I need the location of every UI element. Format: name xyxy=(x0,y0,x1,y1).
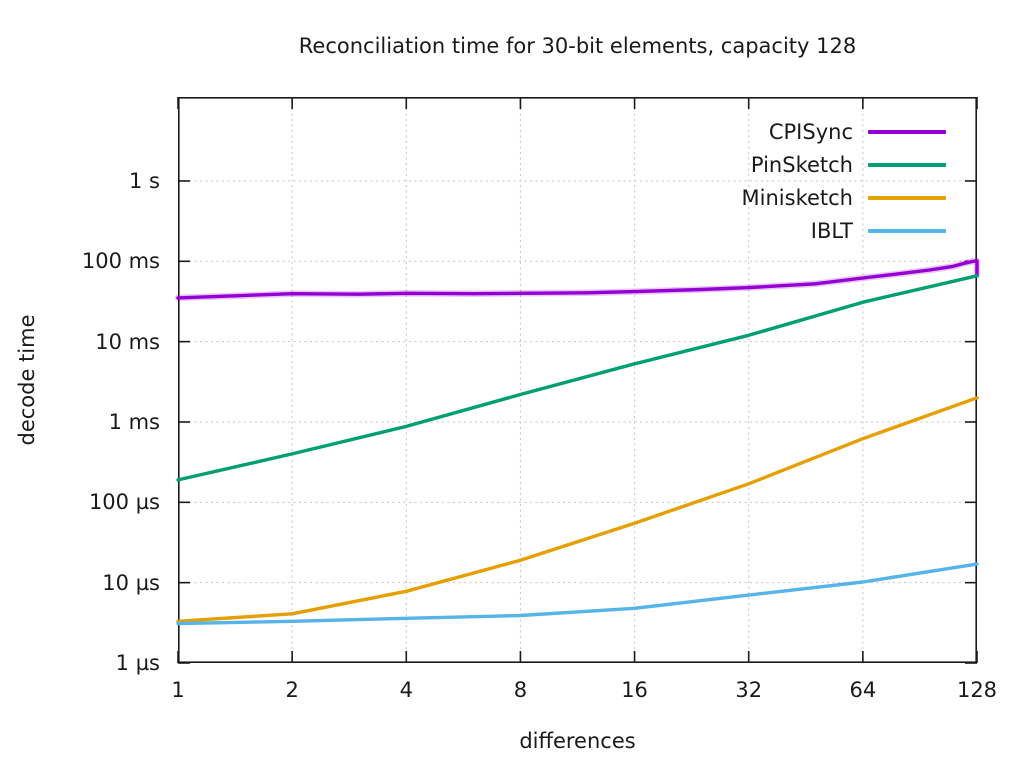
y-tick-label: 10 µs xyxy=(102,570,160,595)
legend-line-sample xyxy=(868,196,946,200)
y-tick-label: 10 ms xyxy=(95,329,160,354)
legend-label: Minisketch xyxy=(741,186,853,210)
x-tick-label: 16 xyxy=(621,678,648,702)
legend-label: PinSketch xyxy=(750,153,853,177)
x-tick-label: 128 xyxy=(956,678,998,702)
legend-label: CPISync xyxy=(768,120,853,144)
series-line-minisketch xyxy=(176,396,979,623)
y-tick-label: 1 µs xyxy=(115,651,160,675)
y-tick-label: 100 ms xyxy=(81,249,160,274)
legend-item-minisketch: Minisketch xyxy=(742,182,946,214)
legend-line-sample xyxy=(868,130,946,134)
legend-label: IBLT xyxy=(810,219,853,243)
plot-area xyxy=(174,97,981,664)
y-axis-title: decode time xyxy=(15,314,39,446)
x-tick-label: 2 xyxy=(285,678,299,702)
x-axis-title: differences xyxy=(519,729,636,753)
y-tick-label: 1 ms xyxy=(108,409,160,434)
x-tick-label: 64 xyxy=(849,678,877,702)
x-tick-label: 8 xyxy=(513,678,528,702)
legend-line-sample xyxy=(868,229,946,233)
x-tick-label: 4 xyxy=(399,678,413,702)
plot-border xyxy=(178,97,978,664)
series-line-iblt xyxy=(176,562,979,626)
legend-item-pinsketch: PinSketch xyxy=(751,149,946,181)
legend-item-cpisync: CPISync xyxy=(769,116,946,148)
y-tick-label: 1 s xyxy=(129,168,160,193)
series-line-pinsketch xyxy=(176,274,979,482)
series-line-cpisync xyxy=(176,259,979,300)
chart-title: Reconciliation time for 30-bit elements,… xyxy=(298,34,857,58)
y-tick-label: 100 µs xyxy=(88,490,160,515)
legend-item-iblt: IBLT xyxy=(811,215,946,247)
x-tick-label: 32 xyxy=(735,678,763,702)
legend-line-sample xyxy=(868,163,946,167)
x-tick-label: 1 xyxy=(171,678,185,702)
